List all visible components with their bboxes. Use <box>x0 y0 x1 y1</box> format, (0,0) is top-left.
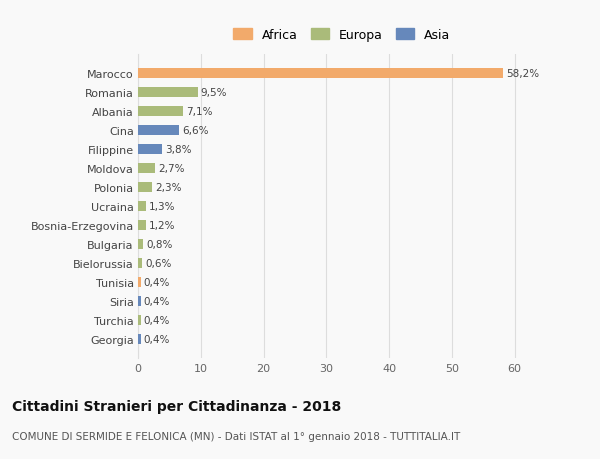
Bar <box>138 239 143 250</box>
Bar <box>138 106 182 117</box>
Text: 0,4%: 0,4% <box>143 296 170 306</box>
Bar <box>138 258 142 269</box>
Text: 1,2%: 1,2% <box>149 220 175 230</box>
Bar <box>138 163 155 174</box>
Bar <box>138 296 140 307</box>
Bar <box>138 88 197 98</box>
Text: 0,4%: 0,4% <box>143 334 170 344</box>
Text: 2,3%: 2,3% <box>155 183 182 193</box>
Bar <box>138 182 152 193</box>
Bar <box>138 145 162 155</box>
Text: 1,3%: 1,3% <box>149 202 176 212</box>
Text: 0,4%: 0,4% <box>143 315 170 325</box>
Bar <box>138 315 140 325</box>
Legend: Africa, Europa, Asia: Africa, Europa, Asia <box>230 25 454 45</box>
Bar <box>138 69 503 79</box>
Text: 2,7%: 2,7% <box>158 164 185 174</box>
Text: 9,5%: 9,5% <box>201 88 227 98</box>
Text: 0,6%: 0,6% <box>145 258 171 269</box>
Bar <box>138 334 140 344</box>
Text: 58,2%: 58,2% <box>506 69 539 79</box>
Text: COMUNE DI SERMIDE E FELONICA (MN) - Dati ISTAT al 1° gennaio 2018 - TUTTITALIA.I: COMUNE DI SERMIDE E FELONICA (MN) - Dati… <box>12 431 460 442</box>
Text: 6,6%: 6,6% <box>182 126 209 136</box>
Text: 0,8%: 0,8% <box>146 240 173 249</box>
Bar <box>138 202 146 212</box>
Bar <box>138 220 146 231</box>
Text: Cittadini Stranieri per Cittadinanza - 2018: Cittadini Stranieri per Cittadinanza - 2… <box>12 399 341 413</box>
Bar <box>138 277 140 287</box>
Text: 3,8%: 3,8% <box>165 145 191 155</box>
Bar <box>138 126 179 136</box>
Text: 0,4%: 0,4% <box>143 277 170 287</box>
Text: 7,1%: 7,1% <box>186 107 212 117</box>
